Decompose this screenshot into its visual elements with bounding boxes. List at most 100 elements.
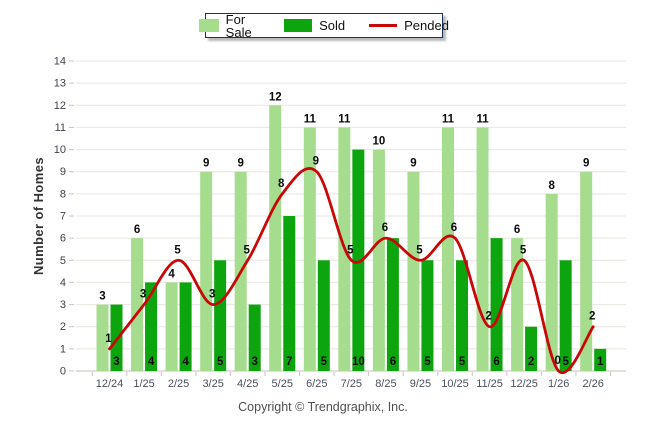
y-tick-label: 6 (60, 233, 66, 245)
for-sale-bar (131, 238, 144, 371)
for-sale-bar (407, 171, 420, 371)
for-sale-swatch-icon (199, 19, 219, 32)
y-tick-label: 12 (54, 100, 66, 112)
sold-value-label: 5 (459, 356, 466, 368)
for-sale-value-label: 9 (237, 158, 243, 170)
sold-bar (283, 216, 296, 371)
sold-value-label: 3 (251, 356, 257, 368)
pended-value-label: 8 (278, 178, 285, 190)
x-tick-label: 12/25 (510, 378, 538, 390)
for-sale-value-label: 9 (410, 158, 416, 170)
y-tick-label: 1 (60, 343, 66, 355)
pended-value-label: 5 (243, 244, 250, 256)
sold-value-label: 4 (182, 356, 189, 368)
for-sale-bar (303, 127, 316, 371)
legend-label-for-sale: For Sale (225, 11, 252, 40)
legend-item-pended: Pended (369, 19, 449, 32)
for-sale-value-label: 4 (168, 268, 175, 280)
y-tick-label: 3 (60, 299, 66, 311)
y-tick-label: 7 (60, 211, 66, 223)
sold-bar (421, 260, 434, 371)
legend-label-pended: Pended (404, 18, 449, 33)
pended-value-label: 6 (382, 222, 388, 234)
sold-swatch-icon (284, 19, 313, 32)
sold-bar (456, 260, 468, 371)
sold-bar (525, 326, 538, 371)
for-sale-bar (269, 105, 282, 372)
for-sale-bar (580, 171, 593, 371)
for-sale-bar (372, 149, 385, 371)
sold-bar (352, 149, 365, 371)
legend-item-sold: Sold (284, 19, 345, 32)
sold-value-label: 7 (286, 356, 292, 368)
sold-value-label: 5 (424, 356, 431, 368)
pended-value-label: 5 (347, 244, 354, 256)
sold-value-label: 10 (352, 356, 365, 368)
for-sale-bar (200, 171, 213, 371)
sold-value-label: 5 (321, 356, 328, 368)
chart-legend: For Sale Sold Pended (199, 13, 449, 39)
x-tick-label: 1/25 (133, 378, 154, 390)
y-tick-label: 13 (54, 78, 66, 90)
sold-value-label: 6 (493, 356, 499, 368)
x-tick-label: 8/25 (375, 378, 396, 390)
pended-value-label: 3 (209, 289, 215, 301)
pended-value-label: 3 (140, 289, 146, 301)
legend-label-sold: Sold (319, 18, 346, 33)
pended-value-label: 2 (485, 311, 491, 323)
y-tick-label: 14 (54, 56, 66, 68)
pended-value-label: 5 (416, 244, 423, 256)
for-sale-bar (511, 238, 524, 371)
sold-value-label: 5 (217, 356, 224, 368)
sold-bar (317, 260, 330, 371)
for-sale-value-label: 10 (373, 136, 386, 148)
pended-value-label: 9 (313, 156, 319, 168)
pended-value-label: 0 (554, 355, 560, 367)
legend-item-for-sale: For Sale (199, 13, 260, 39)
y-tick-label: 8 (60, 188, 66, 200)
for-sale-bar (96, 304, 109, 371)
y-tick-label: 11 (55, 122, 66, 134)
x-tick-label: 7/25 (341, 378, 362, 390)
x-tick-label: 9/25 (410, 378, 431, 390)
for-sale-value-label: 11 (338, 113, 351, 125)
x-tick-label: 5/25 (272, 378, 293, 390)
for-sale-value-label: 11 (442, 113, 455, 125)
pended-value-label: 1 (105, 333, 112, 345)
for-sale-bar (476, 127, 489, 371)
for-sale-value-label: 3 (99, 291, 105, 303)
pended-value-label: 6 (451, 222, 457, 234)
pended-value-label: 5 (520, 244, 527, 256)
sold-value-label: 2 (528, 356, 534, 368)
y-tick-label: 4 (60, 277, 66, 289)
x-tick-label: 1/26 (548, 378, 569, 390)
y-tick-label: 0 (60, 366, 66, 378)
sold-value-label: 6 (390, 356, 396, 368)
sold-bar (145, 282, 158, 371)
sold-bar (386, 238, 399, 371)
pended-curve (108, 167, 595, 375)
pended-value-label: 2 (589, 311, 595, 323)
for-sale-value-label: 6 (514, 224, 520, 236)
x-tick-label: 12/24 (96, 378, 124, 390)
for-sale-bar (165, 282, 178, 371)
for-sale-bar (442, 127, 454, 371)
x-tick-label: 3/25 (202, 378, 223, 390)
for-sale-bar (545, 193, 558, 371)
x-tick-label: 2/25 (168, 378, 189, 390)
pended-line-swatch-icon (369, 24, 398, 27)
for-sale-value-label: 9 (583, 158, 589, 170)
y-tick-label: 10 (54, 144, 66, 156)
copyright-text: Copyright © Trendgraphix, Inc. (238, 400, 408, 414)
sold-bar (559, 260, 572, 371)
x-tick-label: 11/25 (476, 378, 503, 390)
sold-bar (179, 282, 192, 371)
x-tick-label: 6/25 (306, 378, 327, 390)
sold-value-label: 4 (148, 356, 155, 368)
y-tick-label: 5 (60, 255, 66, 267)
x-tick-label: 2/26 (582, 378, 603, 390)
y-tick-label: 2 (60, 321, 66, 333)
for-sale-value-label: 11 (476, 113, 489, 125)
